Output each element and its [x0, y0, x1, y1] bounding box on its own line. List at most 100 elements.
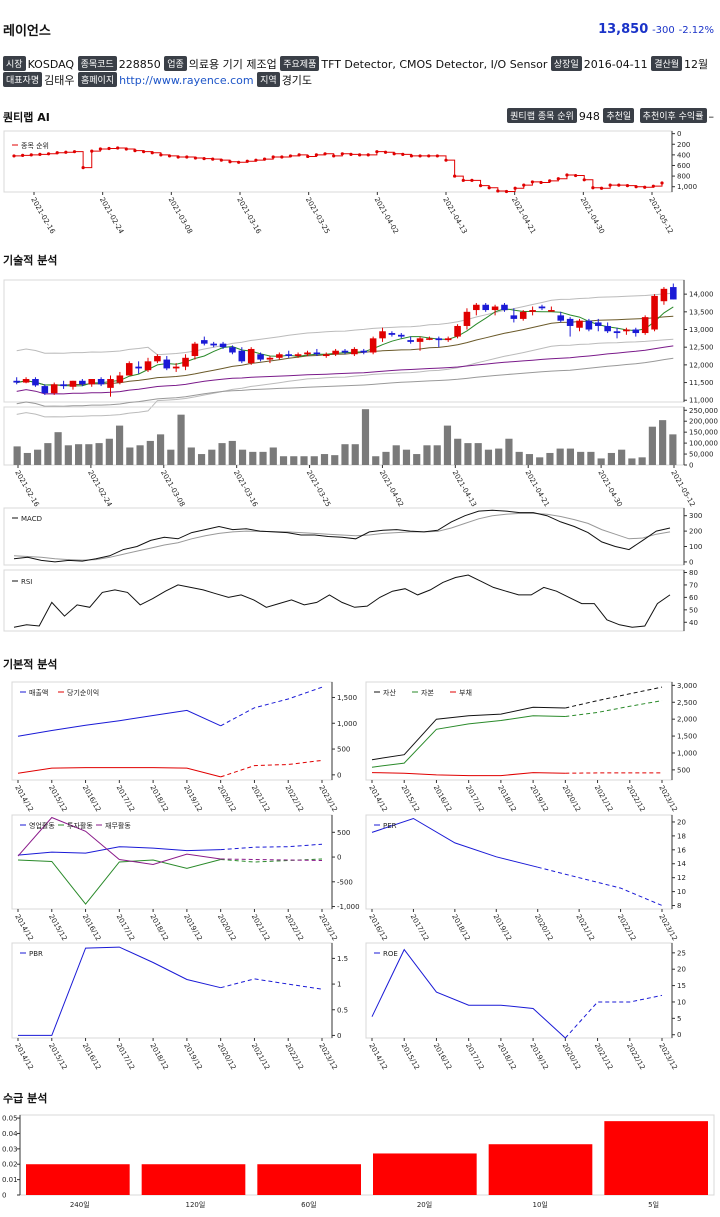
- income-chart: 0 500 1,000 1,500 매출액 당기순이익 2014/12 2015/12 2016…: [11, 681, 357, 813]
- rsi-legend-item: RSI: [21, 578, 32, 586]
- rank-point: [366, 153, 370, 157]
- candle-body: [388, 333, 396, 335]
- candlestick-chart: 11,000 11,500 12,000 12,500 13,000 13,500 14,0…: [3, 279, 714, 418]
- candle-body: [79, 380, 86, 385]
- cashflow-legend-item: 투자활동: [67, 821, 93, 830]
- per-x-tick-label: 2021/12: [574, 913, 595, 942]
- rank-point: [634, 185, 638, 189]
- cashflow-x-tick-label: 2015/12: [47, 913, 68, 942]
- roe-y-tick-label: 0: [677, 1031, 681, 1039]
- cashflow-x-tick-label: 2019/12: [182, 913, 203, 942]
- volume-bar: [105, 438, 113, 465]
- pbr-x-tick-label: 2021/12: [250, 1042, 271, 1071]
- volume-bar: [628, 458, 636, 465]
- rsi-y-tick-label: 40: [689, 619, 698, 627]
- plot-frame: [11, 942, 333, 1039]
- candle-body: [351, 348, 358, 355]
- candle-body: [182, 357, 189, 367]
- volume-bar: [126, 447, 134, 465]
- rank-point: [72, 150, 77, 154]
- macd-legend-item: MACD: [21, 515, 42, 523]
- rank-point: [444, 158, 448, 162]
- balance-x-tick-label: 2020/12: [561, 784, 582, 813]
- rank-y-tick-label: 200: [677, 141, 690, 149]
- info-market: 시장 KOSDAQ: [3, 56, 74, 71]
- rank-point: [496, 189, 500, 193]
- info-industry: 업종 의료용 기기 제조업: [164, 56, 277, 71]
- pbr-x-tick-label: 2014/12: [13, 1042, 34, 1071]
- per-series-line: [371, 817, 538, 868]
- candle-body: [266, 357, 274, 360]
- per-chart: 8 10 12 14 16 18 20 PER 2016/12 2017/12 2018/12 201…: [365, 814, 686, 942]
- supply-bar: [604, 1121, 708, 1195]
- candle-body: [276, 354, 283, 358]
- rank-point: [55, 151, 59, 155]
- candle-body: [482, 304, 489, 311]
- rank-point: [262, 157, 267, 161]
- candle-body: [473, 304, 480, 311]
- income-x-tick-label: 2014/12: [13, 784, 34, 813]
- volume-bar: [536, 457, 544, 465]
- candle-body: [454, 325, 461, 337]
- volume-bar: [659, 420, 667, 465]
- income-x-tick-label: 2023/12: [317, 784, 338, 813]
- rank-point: [617, 183, 621, 187]
- volume-bar: [197, 454, 206, 465]
- candle-body: [604, 325, 611, 332]
- candle-body: [670, 287, 677, 300]
- balance-y-tick-label: 3,000: [677, 682, 697, 690]
- rank-point: [21, 153, 25, 157]
- volume-bar: [546, 452, 554, 465]
- plot-frame: [11, 681, 333, 781]
- volume-bar: [23, 452, 31, 465]
- income-y-tick-label: 1,000: [337, 720, 357, 728]
- region-tag: 지역: [257, 72, 280, 87]
- candle-body: [632, 329, 640, 334]
- cashflow-chart: -1,000 -500 0 500 영업활동 투자활동 재무활동 2014/12 2015/12…: [11, 814, 360, 942]
- supply-bar-chart: 0 0.01 0.02 0.03 0.04 0.05 240일 120일 60일 20일 10일 5일: [2, 1114, 715, 1209]
- rank-x-tick-label: 2021-04-13: [441, 196, 468, 235]
- candle-body: [125, 363, 133, 376]
- rank-point: [211, 157, 215, 161]
- rank-point: [660, 181, 664, 185]
- homepage-link[interactable]: http://www.rayence.com: [119, 74, 254, 87]
- roe-y-tick-label: 10: [677, 998, 686, 1006]
- balance-x-tick-label: 2021/12: [593, 784, 614, 813]
- candle-body: [651, 295, 658, 330]
- balance-projected-line: [565, 686, 663, 709]
- per-y-tick-label: 16: [677, 846, 686, 854]
- candle-body: [294, 354, 302, 357]
- rank-point: [358, 153, 362, 157]
- volume-bar: [474, 443, 482, 465]
- pbr-y-tick-label: 1.5: [337, 955, 348, 963]
- candle-body: [397, 334, 405, 337]
- candle-body: [257, 354, 264, 360]
- volume-x-tick-label: 2021-02-24: [86, 469, 114, 509]
- roe-x-tick-label: 2020/12: [561, 1042, 582, 1071]
- candle-body: [219, 343, 227, 348]
- rank-point: [513, 186, 517, 190]
- rank-point: [375, 150, 379, 154]
- volume-bar: [34, 449, 42, 465]
- income-y-tick-label: 1,500: [337, 694, 357, 702]
- volume-bar: [54, 432, 62, 465]
- volume-bar: [300, 456, 308, 465]
- volume-bar: [228, 440, 236, 465]
- candle-body: [416, 338, 424, 342]
- plot-frame: [3, 569, 685, 632]
- volume-bar: [187, 447, 195, 465]
- balance-y-tick-label: 2,500: [677, 699, 697, 707]
- roe-x-tick-label: 2023/12: [657, 1042, 678, 1071]
- rank-point: [116, 146, 120, 150]
- rank-point: [323, 152, 327, 156]
- candle-body: [238, 350, 246, 362]
- candle-y-tick-label: 13,000: [689, 326, 714, 334]
- rank-point: [332, 154, 336, 158]
- candle-body: [538, 306, 546, 309]
- volume-bar: [495, 448, 503, 465]
- plot-frame: [365, 942, 673, 1039]
- pbr-x-tick-label: 2022/12: [283, 1042, 304, 1071]
- cashflow-x-tick-label: 2017/12: [115, 913, 136, 942]
- volume-bar: [218, 443, 226, 465]
